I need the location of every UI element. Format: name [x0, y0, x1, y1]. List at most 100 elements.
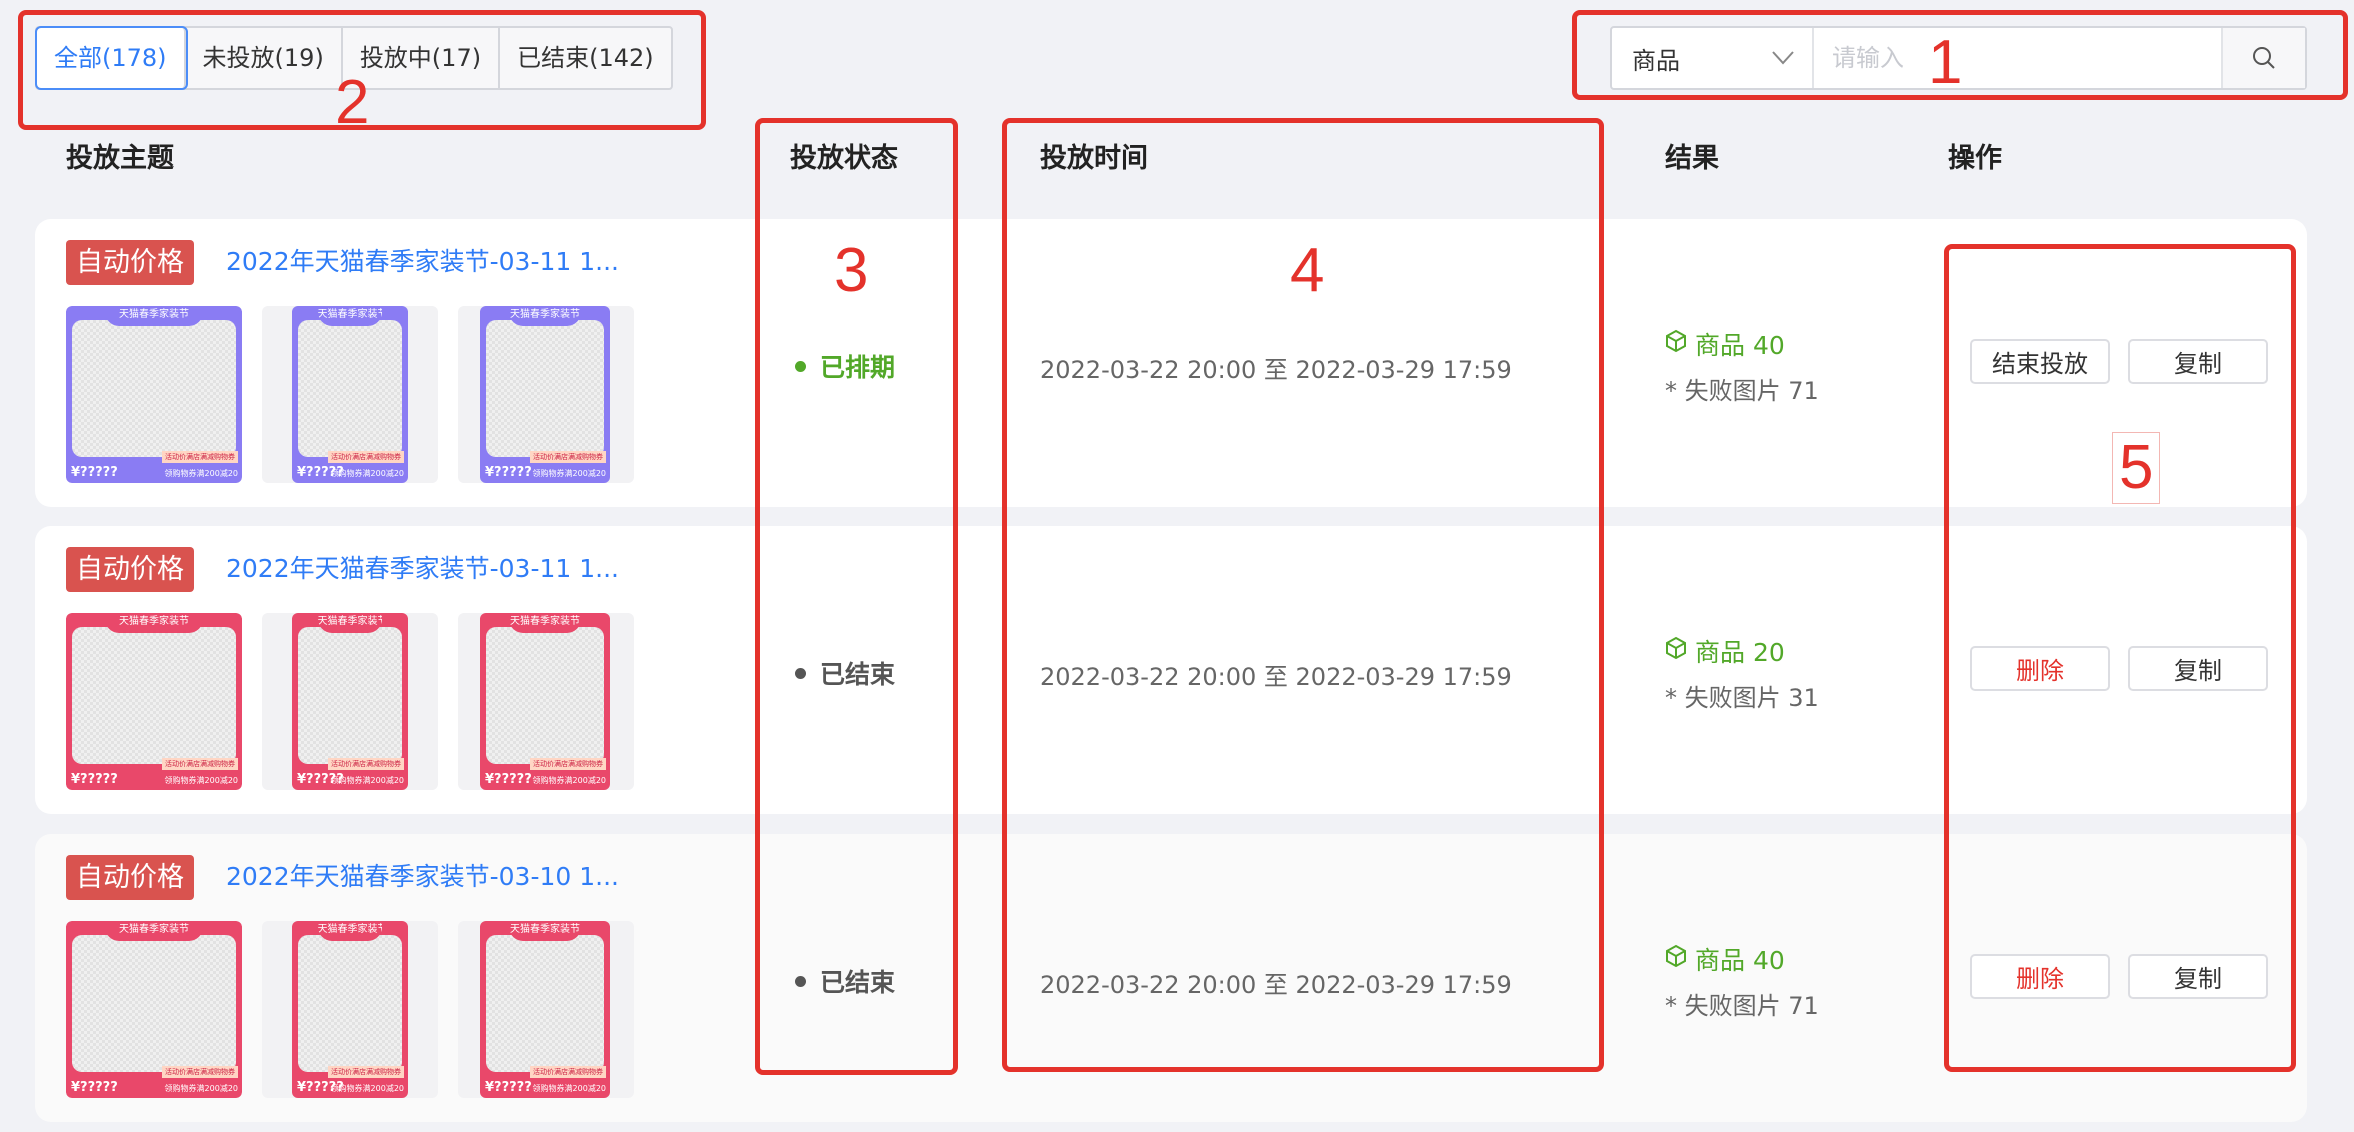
column-header-time: 投放时间 — [1040, 143, 1148, 174]
annotation-number-4: 4 — [1290, 236, 1325, 305]
thumbnail-coupon: 领购物券满200减20 — [330, 1084, 404, 1093]
type-tag: 自动价格 — [66, 547, 194, 592]
campaign-title-link[interactable]: 2022年天猫春季家装节-03-11 1... — [226, 247, 619, 276]
search-type-value: 商品 — [1632, 46, 1680, 75]
annotation-box-3 — [755, 118, 958, 1075]
thumbnail-activity: 活动价满店满减购物券 — [530, 758, 606, 770]
copy-button[interactable]: 复制 — [2128, 646, 2268, 691]
thumbnail-price: ¥????? — [297, 1080, 344, 1095]
thumbnail-image: 天猫春季家装节 活动价满店满减购物券 ¥????? 领购物券满200减20 — [292, 306, 408, 483]
result-goods-count: 商品 40 — [1695, 946, 1785, 975]
annotation-number-1: 1 — [1928, 28, 1963, 97]
thumbnail[interactable]: 天猫春季家装节 活动价满店满减购物券 ¥????? 领购物券满200减20 — [262, 613, 438, 790]
thumbnail[interactable]: 天猫春季家装节活动价满店满减购物券 ¥????? 领购物券满200减20 — [458, 613, 634, 790]
filter-tab[interactable]: 全部(178) — [35, 26, 188, 90]
search-button[interactable] — [2221, 28, 2305, 88]
annotation-number-3: 3 — [834, 236, 869, 305]
thumbnail-coupon: 领购物券满200减20 — [532, 776, 606, 785]
transparent-area — [486, 935, 604, 1072]
thumbnail-activity: 活动价满店满减购物券 — [530, 451, 606, 463]
thumbnail-image: 天猫春季家装节 活动价满店满减购物券 ¥????? 领购物券满200减20 — [292, 613, 408, 790]
thumbnail-coupon: 领购物券满200减20 — [164, 469, 238, 478]
campaign-title-link[interactable]: 2022年天猫春季家装节-03-10 1... — [226, 862, 619, 891]
thumbnail-activity: 活动价满店满减购物券 — [162, 1066, 238, 1078]
schedule-time: 2022-03-22 20:00 至 2022-03-29 17:59 — [1040, 971, 1512, 999]
status-label: 已排期 — [795, 348, 895, 384]
thumbnail-activity: 活动价满店满减购物券 — [162, 451, 238, 463]
thumbnail[interactable]: 天猫春季家装节 活动价满店满减购物券 ¥????? 领购物券满200减20 — [458, 306, 634, 483]
result-goods-count: 商品 20 — [1695, 638, 1785, 667]
transparent-area — [72, 320, 236, 457]
thumbnail-price: ¥????? — [71, 465, 118, 480]
filter-tab[interactable]: 未投放(19) — [186, 28, 343, 88]
thumbnail-image: 天猫春季家装节 活动价满店满减购物券 ¥????? 领购物券满200减20 — [480, 306, 610, 483]
copy-button[interactable]: 复制 — [2128, 339, 2268, 384]
schedule-time: 2022-03-22 20:00 至 2022-03-29 17:59 — [1040, 663, 1512, 691]
delete-button[interactable]: 删除 — [1970, 646, 2110, 691]
status-dot-icon — [795, 975, 806, 987]
annotation-number-5: 5 — [2112, 432, 2161, 504]
thumbnail-price: ¥????? — [485, 772, 532, 787]
thumbnail-banner: 天猫春季家装节 — [317, 613, 383, 633]
type-tag: 自动价格 — [66, 240, 194, 285]
thumbnail-price: ¥????? — [485, 465, 532, 480]
thumbnail-banner: 天猫春季家装节 — [104, 921, 204, 941]
status-text: 已结束 — [820, 968, 896, 997]
annotation-box-4 — [1002, 118, 1604, 1072]
status-label: 已结束 — [795, 655, 895, 691]
cube-icon — [1665, 636, 1687, 666]
thumbnail-image: 天猫春季家装节 活动价满店满减购物券 ¥????? 领购物券满200减20 — [292, 921, 408, 1098]
search-bar: 商品 — [1610, 26, 2307, 90]
thumbnail[interactable]: 天猫春季家装节 活动价满店满减购物券 ¥????? 领购物券满200减20 — [262, 921, 438, 1098]
annotation-box-5 — [1944, 244, 2296, 1072]
search-input[interactable] — [1814, 28, 2221, 88]
result-goods: 商品 40 — [1665, 941, 1785, 977]
thumbnail-image: 天猫春季家装节活动价满店满减购物券 ¥????? 领购物券满200减20 — [66, 306, 242, 483]
thumbnail[interactable]: 天猫春季家装节 活动价满店满减购物券 ¥????? 领购物券满200减20 — [262, 306, 438, 483]
chevron-down-icon — [1772, 51, 1794, 65]
filter-tab[interactable]: 已结束(142) — [517, 44, 654, 72]
thumbnail-price: ¥????? — [297, 772, 344, 787]
status-text: 已排期 — [820, 353, 896, 382]
schedule-time: 2022-03-22 20:00 至 2022-03-29 17:59 — [1040, 356, 1512, 384]
search-icon — [2253, 47, 2275, 69]
status-text: 已结束 — [820, 660, 896, 689]
thumbnail-banner: 天猫春季家装节 — [104, 306, 204, 326]
thumbnail[interactable]: 天猫春季家装节 活动价满店满减购物券 ¥????? 领购物券满200减20 — [66, 613, 242, 790]
status-dot-icon — [795, 667, 806, 679]
thumbnail-image: 天猫春季家装节活动价满店满减购物券 ¥????? 领购物券满200减20 — [480, 613, 610, 790]
thumbnail-banner: 天猫春季家装节 — [508, 306, 582, 326]
search-type-select[interactable]: 商品 — [1612, 28, 1814, 88]
thumbnail-image: 天猫春季家装节 活动价满店满减购物券 ¥????? 领购物券满200减20 — [66, 613, 242, 790]
result-goods-count: 商品 40 — [1695, 331, 1785, 360]
result-failed-images: * 失败图片 71 — [1665, 992, 1819, 1020]
cube-icon — [1665, 329, 1687, 359]
thumbnail-image: 天猫春季家装节 活动价满店满减购物券 ¥????? 领购物券满200减20 — [66, 921, 242, 1098]
campaign-title-link[interactable]: 2022年天猫春季家装节-03-11 1... — [226, 554, 619, 583]
thumbnail-activity: 活动价满店满减购物券 — [328, 451, 404, 463]
filter-tab[interactable]: 投放中(17) — [343, 28, 501, 88]
result-failed-images: * 失败图片 31 — [1665, 684, 1819, 712]
annotation-number-2: 2 — [335, 68, 370, 137]
table-row: 自动价格 2022年天猫春季家装节-03-11 1... 天猫春季家装节活动价满店满… — [35, 526, 2307, 814]
table-row: 自动价格 2022年天猫春季家装节-03-10 1... 天猫春季家装节 活动价满店满… — [35, 834, 2307, 1122]
thumbnail-coupon: 领购物券满200减20 — [330, 469, 404, 478]
transparent-area — [486, 320, 604, 457]
thumbnail-activity: 活动价满店满减购物券 — [328, 758, 404, 770]
result-failed-images: * 失败图片 71 — [1665, 377, 1819, 405]
thumbnail-banner: 天猫春季家装节 — [508, 613, 582, 633]
delete-button[interactable]: 删除 — [1970, 954, 2110, 999]
thumbnail[interactable]: 天猫春季家装节活动价满店满减购物券 ¥????? 领购物券满200减20 — [66, 306, 242, 483]
result-goods: 商品 20 — [1665, 633, 1785, 669]
thumbnail[interactable]: 天猫春季家装节 活动价满店满减购物券 ¥????? 领购物券满200减20 — [66, 921, 242, 1098]
thumbnail-activity: 活动价满店满减购物券 — [530, 1066, 606, 1078]
cube-icon — [1665, 944, 1687, 974]
column-header-status: 投放状态 — [790, 143, 898, 174]
end-campaign-button[interactable]: 结束投放 — [1970, 339, 2110, 384]
transparent-area — [72, 627, 236, 764]
status-dot-icon — [795, 360, 806, 372]
column-header-result: 结果 — [1665, 143, 1719, 174]
annotation-box-1 — [1572, 10, 2348, 100]
thumbnail[interactable]: 天猫春季家装节 活动价满店满减购物券 ¥????? 领购物券满200减20 — [458, 921, 634, 1098]
copy-button[interactable]: 复制 — [2128, 954, 2268, 999]
